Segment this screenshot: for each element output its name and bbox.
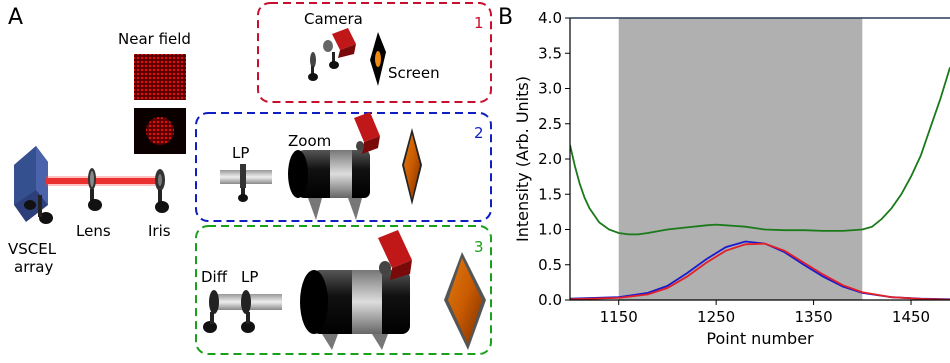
y-tick-label: 4.0 (538, 9, 562, 27)
zoom-lens-bottom (300, 230, 412, 350)
x-axis-label: Point number (706, 329, 814, 348)
zoom-lens-top (288, 112, 380, 220)
y-tick-label: 3.0 (538, 80, 562, 98)
y-axis-label: Intensity (Arb. Units) (513, 76, 532, 242)
panel-a: A Near field VSCEL array Lens (8, 2, 492, 355)
screen-label: Screen (388, 64, 440, 82)
zoom-label: Zoom (288, 132, 331, 150)
setup-1-box (257, 2, 492, 103)
near-field-title: Near field (118, 30, 191, 48)
setup-2-number: 2 (474, 124, 484, 142)
near-field-image-full (134, 54, 186, 100)
screen-large (444, 252, 486, 350)
panel-a-label: A (8, 5, 23, 30)
series-line-2 (570, 242, 950, 300)
x-tick-label: 1150 (600, 308, 638, 326)
lens-small (308, 52, 318, 81)
lens-optic (88, 168, 102, 211)
y-tick-label: 1.0 (538, 221, 562, 239)
x-tick-label: 1350 (794, 308, 832, 326)
series-line-0 (570, 67, 950, 236)
y-tick-label: 2.5 (538, 115, 562, 133)
setup-2-box (195, 112, 492, 222)
y-tick-label: 0.0 (538, 291, 562, 309)
diffuser-and-polarizer (203, 290, 282, 333)
setup-1-number: 1 (474, 14, 484, 32)
linear-polarizer-top (220, 164, 272, 202)
near-field-image-iris (134, 108, 186, 154)
shaded-region (618, 18, 863, 300)
screen-small (370, 32, 386, 86)
vscel-label-line1: VSCEL (8, 240, 57, 258)
y-tick-label: 3.5 (538, 44, 562, 62)
panel-b-label: B (498, 5, 513, 30)
lens-label: Lens (76, 222, 111, 240)
vscel-label-line2: array (14, 258, 53, 276)
iris-label: Iris (148, 222, 171, 240)
iris-optic (155, 169, 169, 213)
lp-bottom-label: LP (241, 268, 258, 286)
camera-label: Camera (304, 10, 363, 28)
laser-beam (46, 178, 164, 184)
panel-b: B 0.0 0.5 1.0 1.5 2.0 2.5 3.0 3.5 4.0 1150 1250 135… (498, 5, 950, 348)
screen-medium (402, 128, 422, 205)
x-tick-label: 1450 (892, 308, 930, 326)
y-tick-label: 1.5 (538, 185, 562, 203)
setup-3-box (195, 225, 492, 355)
lp-top-label: LP (232, 144, 249, 162)
intensity-chart: 0.0 0.5 1.0 1.5 2.0 2.5 3.0 3.5 4.0 1150 1250 1350 1… (513, 9, 950, 348)
x-tick-label: 1250 (697, 308, 735, 326)
y-tick-label: 0.5 (538, 256, 562, 274)
y-tick-label: 2.0 (538, 150, 562, 168)
diff-label: Diff (201, 268, 228, 286)
setup-3-number: 3 (474, 238, 484, 256)
vscel-array (14, 146, 53, 224)
camera-small (323, 28, 356, 69)
